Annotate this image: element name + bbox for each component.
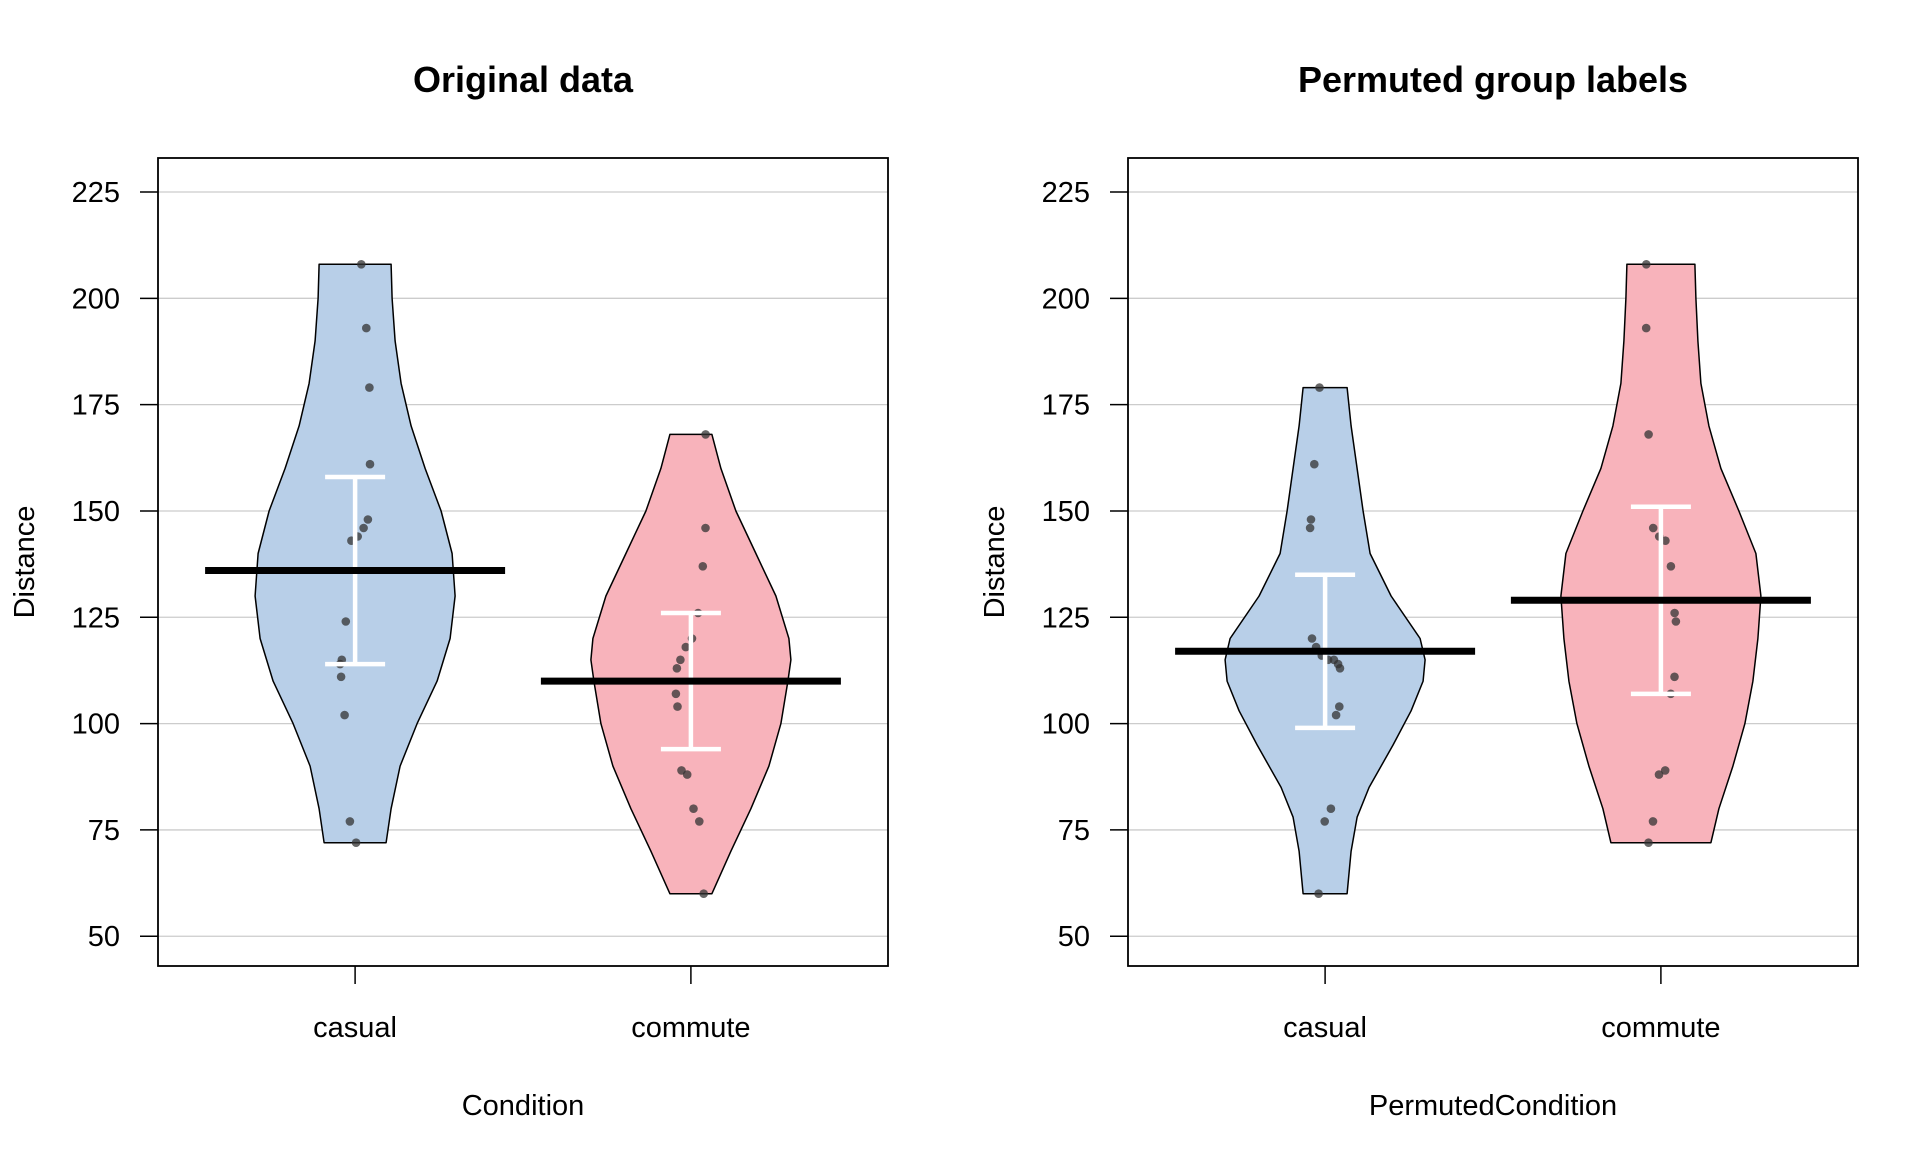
data-point <box>699 889 708 898</box>
data-point <box>698 562 708 571</box>
y-tick-label: 100 <box>72 709 120 741</box>
data-point <box>1326 804 1336 813</box>
data-point <box>1314 889 1323 898</box>
data-point <box>1648 523 1658 533</box>
x-tick-label: commute <box>1601 1012 1720 1044</box>
panel-permuted-group-labels: Permuted group labels casual commute 50 75 10… <box>979 59 1859 1122</box>
data-point <box>1315 383 1324 392</box>
data-point <box>351 838 361 847</box>
data-point <box>701 430 710 439</box>
data-point <box>365 459 375 469</box>
y-tick-label: 150 <box>1042 496 1090 528</box>
data-point <box>1307 634 1317 643</box>
panel-original-data: Original data casual commute 50 75 100 125 150 1… <box>9 59 889 1122</box>
y-tick-label: 125 <box>72 602 120 634</box>
x-axis-label: PermutedCondition <box>1369 1090 1617 1122</box>
x-tick-label: casual <box>313 1012 397 1044</box>
y-tick-label: 50 <box>88 921 120 953</box>
data-point <box>1310 459 1319 469</box>
data-point <box>1670 608 1679 618</box>
data-point <box>695 817 704 826</box>
data-point <box>359 523 368 533</box>
y-tick-label: 225 <box>1042 177 1090 209</box>
y-tick-label: 175 <box>72 390 120 422</box>
data-point <box>1642 260 1651 269</box>
chart-title: Permuted group labels <box>1298 59 1688 100</box>
data-point <box>1335 702 1344 711</box>
data-point <box>1644 430 1653 439</box>
y-tick-label: 150 <box>72 496 120 528</box>
data-point <box>362 323 371 333</box>
y-tick-label: 175 <box>1042 390 1090 422</box>
y-tick-label: 100 <box>1042 709 1090 741</box>
x-tick-label: casual <box>1283 1012 1367 1044</box>
data-point <box>340 710 349 720</box>
data-point <box>673 702 682 711</box>
y-tick-label: 225 <box>72 177 120 209</box>
data-point <box>1671 617 1681 626</box>
y-axis-label: Distance <box>979 506 1011 619</box>
data-point <box>363 515 373 524</box>
x-tick-label: commute <box>631 1012 750 1044</box>
data-point <box>701 523 710 533</box>
data-point <box>1654 770 1664 779</box>
y-tick-label: 200 <box>72 283 120 315</box>
data-point <box>1666 562 1676 571</box>
chart-title: Original data <box>413 59 634 100</box>
data-point <box>1306 515 1316 524</box>
data-point <box>336 672 346 682</box>
data-point <box>345 817 355 826</box>
y-tick-label: 75 <box>1058 815 1090 847</box>
plot-frame <box>1127 157 1859 967</box>
data-point <box>1641 323 1651 333</box>
data-point <box>1644 838 1653 847</box>
data-point <box>1331 710 1341 720</box>
y-tick-label: 50 <box>1058 921 1090 953</box>
data-point <box>1660 766 1670 775</box>
data-point <box>676 655 685 665</box>
data-point <box>681 642 691 652</box>
data-point <box>357 260 366 269</box>
data-point <box>671 689 681 699</box>
data-point <box>672 664 682 673</box>
y-tick-label: 125 <box>1042 602 1090 634</box>
plot-frame <box>157 157 889 967</box>
data-point <box>341 617 351 626</box>
y-tick-label: 75 <box>88 815 120 847</box>
data-point <box>1320 817 1329 826</box>
data-point <box>365 383 374 392</box>
y-axis-label: Distance <box>9 506 41 619</box>
data-point <box>689 804 698 813</box>
data-point <box>1648 817 1658 826</box>
data-point <box>682 770 692 779</box>
data-point <box>1335 664 1345 673</box>
data-point <box>1305 523 1315 533</box>
y-tick-label: 200 <box>1042 283 1090 315</box>
x-axis-label: Condition <box>462 1090 585 1122</box>
data-point <box>1670 672 1679 682</box>
data-point <box>1661 536 1670 545</box>
